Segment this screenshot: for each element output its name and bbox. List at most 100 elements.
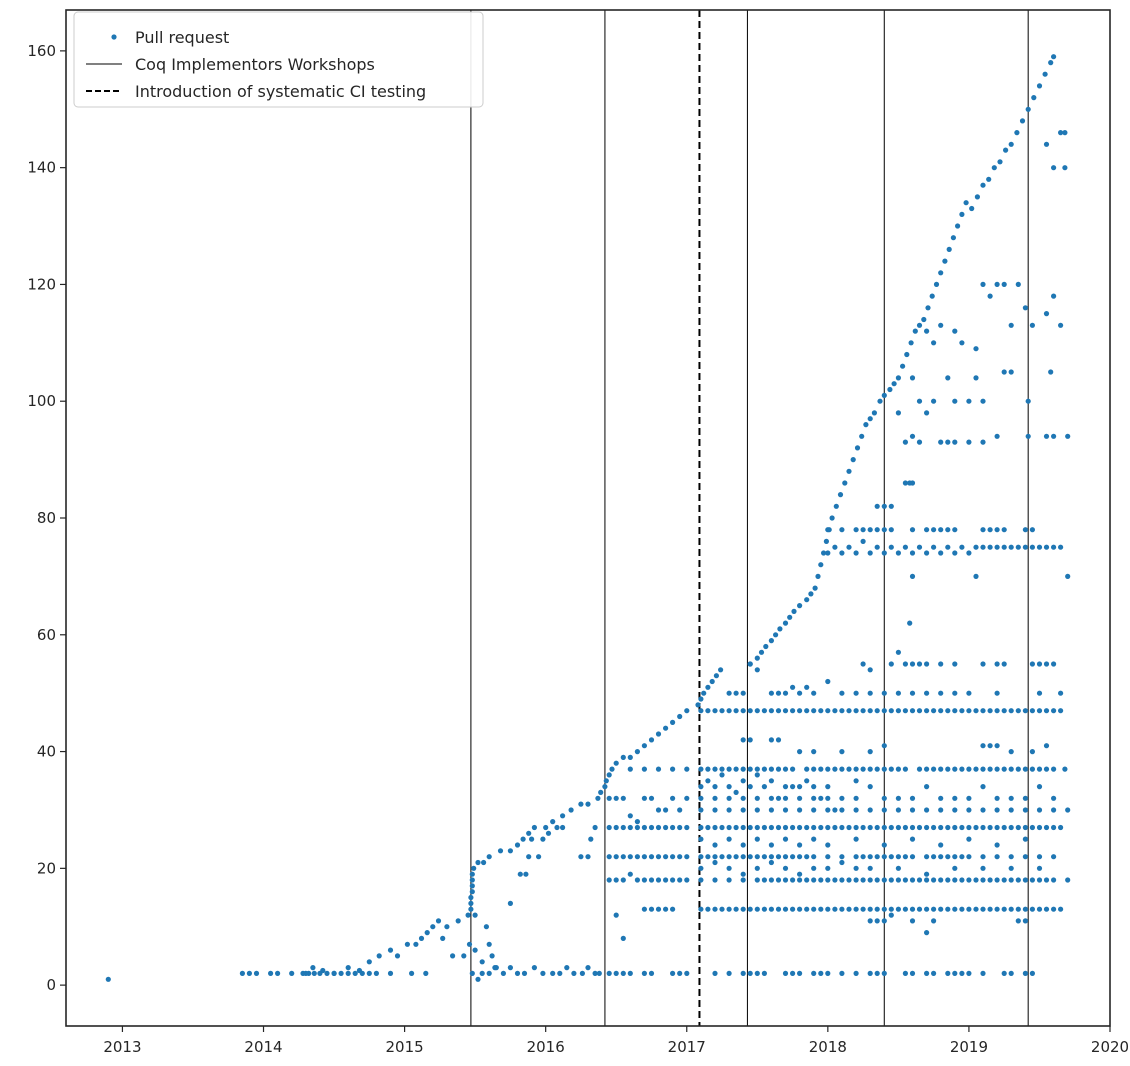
data-point [966,766,972,772]
data-point [909,807,916,813]
data-point [959,877,965,883]
data-point [974,194,981,200]
data-point [641,854,648,860]
data-point [514,970,521,977]
data-point [790,824,796,831]
data-point [719,772,725,778]
data-point [924,877,930,883]
data-point [486,970,492,977]
data-point [620,970,626,977]
data-point [670,766,676,772]
data-point [902,854,909,860]
data-point [670,854,676,860]
x-tick-label: 2016 [527,1038,565,1056]
data-point [994,877,1000,883]
data-point [540,970,546,977]
data-point [1031,95,1037,101]
data-point [921,316,927,323]
data-point [1036,690,1043,696]
data-point [931,398,937,404]
data-point [797,690,803,696]
x-ticks: 2013 2014 2015 2016 2017 2018 2019 2020 [103,1026,1129,1056]
data-point [909,824,916,831]
data-point [568,807,574,813]
data-point [1022,906,1028,912]
data-point [782,970,789,977]
data-point [867,865,873,871]
data-point [850,457,856,463]
data-point [790,854,796,860]
data-point [888,527,894,533]
data-point [782,807,789,813]
data-point [655,906,662,912]
data-point [1008,749,1014,755]
data-point [924,970,930,977]
data-point [916,708,923,714]
data-point [1036,906,1043,912]
data-point [698,795,704,801]
data-point [909,527,916,533]
data-point [881,690,887,696]
data-point [1036,708,1043,714]
data-point [924,661,930,667]
data-point [698,836,704,842]
data-point [320,967,326,974]
data-point [670,824,676,831]
data-point [839,527,845,533]
data-point [966,906,972,912]
data-point [1036,877,1043,883]
data-point [952,865,958,871]
data-point [933,281,940,287]
data-point [663,877,669,883]
data-point [825,854,831,860]
data-point [579,970,586,977]
data-point [902,970,909,977]
data-point [479,970,485,977]
data-point [670,719,676,726]
data-point [620,824,626,831]
data-point [987,527,993,533]
data-point [811,807,817,813]
data-point [818,766,824,772]
data-point [952,690,958,696]
data-point [1022,708,1028,714]
data-point [942,258,948,264]
data-point [324,970,330,977]
data-point [1051,165,1057,171]
data-point [832,544,838,550]
data-point [804,877,810,883]
data-point [860,766,866,772]
data-point [1022,877,1028,883]
data-point [1051,877,1057,883]
data-point [973,906,979,912]
data-point [1015,708,1021,714]
data-point [811,708,817,714]
data-point [846,824,852,831]
data-point [881,854,887,860]
data-point [768,877,775,883]
data-point [839,854,845,860]
data-point [846,544,852,550]
data-point [592,970,598,977]
data-point [994,842,1000,848]
data-point [641,766,648,772]
data-point [1001,527,1007,533]
data-point [698,906,704,912]
data-point [719,906,725,912]
data-point [860,661,866,667]
data-point [924,410,930,416]
data-point [881,766,887,772]
data-point [959,211,965,217]
data-point [987,766,993,772]
data-point [924,784,930,790]
legend-marker-pull-request [111,34,117,40]
data-point [938,439,944,445]
data-point [811,836,817,842]
data-point [987,544,993,550]
data-point [842,480,848,486]
x-tick-label: 2017 [668,1038,706,1056]
data-point [931,877,937,883]
data-point [916,906,923,912]
data-point [239,970,245,977]
data-point [472,912,478,918]
